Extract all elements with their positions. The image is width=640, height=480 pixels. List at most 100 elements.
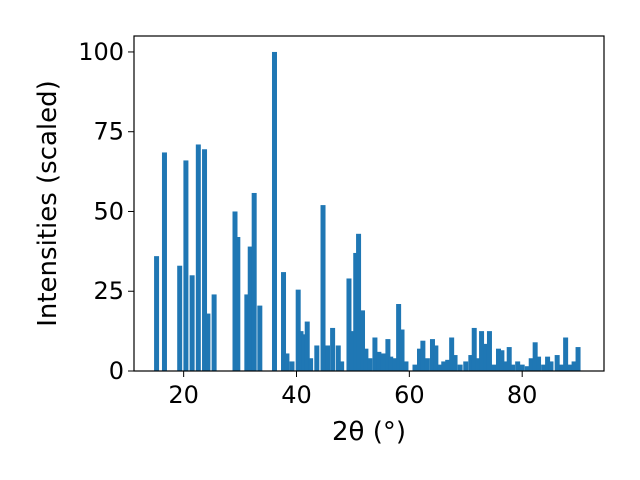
bar bbox=[554, 355, 560, 371]
bar bbox=[495, 348, 501, 371]
bar bbox=[346, 278, 352, 371]
bar bbox=[545, 356, 551, 371]
bar bbox=[211, 294, 217, 371]
bar bbox=[289, 361, 295, 371]
bar bbox=[541, 364, 547, 371]
x-tick-label: 80 bbox=[507, 381, 538, 409]
bar bbox=[339, 361, 345, 371]
bar bbox=[463, 361, 469, 371]
bar bbox=[392, 358, 398, 371]
bar bbox=[399, 329, 405, 371]
bar bbox=[412, 364, 418, 371]
bar bbox=[235, 237, 241, 371]
bar bbox=[247, 246, 253, 371]
bar bbox=[532, 342, 538, 371]
bar bbox=[314, 345, 320, 371]
bar bbox=[445, 359, 451, 371]
bar bbox=[380, 353, 386, 371]
bar bbox=[232, 211, 238, 371]
bar bbox=[295, 289, 301, 371]
bar bbox=[335, 345, 341, 371]
bar bbox=[367, 358, 373, 371]
bar bbox=[363, 348, 369, 371]
bar bbox=[195, 144, 201, 371]
bar bbox=[515, 361, 521, 371]
y-axis-label: Intensities (scaled) bbox=[33, 80, 63, 327]
bar bbox=[449, 337, 455, 371]
bar bbox=[385, 339, 391, 371]
bar bbox=[486, 331, 492, 371]
plot-frame bbox=[133, 35, 605, 372]
bar bbox=[457, 364, 463, 371]
bar bbox=[475, 358, 481, 371]
x-tick-label: 40 bbox=[281, 381, 312, 409]
bar bbox=[325, 345, 331, 371]
bar bbox=[437, 364, 443, 371]
y-tick-label: 75 bbox=[93, 118, 124, 146]
bar bbox=[563, 337, 569, 371]
bar bbox=[503, 361, 509, 371]
bar bbox=[499, 350, 505, 371]
bar bbox=[429, 339, 435, 371]
bar bbox=[528, 358, 534, 371]
y-tick-label: 50 bbox=[93, 197, 124, 225]
bar bbox=[244, 294, 250, 371]
x-tick-label: 20 bbox=[168, 381, 199, 409]
bar bbox=[567, 364, 573, 371]
bar bbox=[571, 361, 577, 371]
bar bbox=[376, 351, 382, 371]
bar bbox=[308, 358, 314, 371]
y-tick-label: 25 bbox=[93, 277, 124, 305]
bar bbox=[506, 347, 512, 371]
bar bbox=[491, 364, 497, 371]
bar bbox=[471, 327, 477, 371]
bar bbox=[559, 364, 565, 371]
bar bbox=[353, 252, 359, 371]
y-axis-ticks: 0 25 50 75 100 bbox=[78, 38, 134, 385]
bars-group bbox=[154, 51, 581, 371]
bar bbox=[433, 345, 439, 371]
bar bbox=[349, 331, 355, 371]
bar bbox=[301, 334, 307, 371]
bar bbox=[424, 358, 430, 371]
bar bbox=[189, 275, 195, 371]
x-tick-label: 60 bbox=[394, 381, 425, 409]
bar bbox=[356, 233, 362, 371]
bar bbox=[575, 347, 581, 371]
bar bbox=[396, 304, 402, 371]
bar bbox=[281, 272, 287, 371]
bar bbox=[304, 321, 310, 371]
bar bbox=[479, 331, 485, 371]
bar bbox=[205, 313, 211, 371]
x-axis-label: 2θ (°) bbox=[332, 417, 406, 447]
y-tick-label: 100 bbox=[78, 38, 124, 66]
bar bbox=[403, 361, 409, 371]
bar bbox=[548, 361, 554, 371]
bar bbox=[183, 160, 189, 371]
bar bbox=[271, 51, 277, 371]
bar bbox=[360, 310, 366, 371]
bar bbox=[161, 152, 167, 371]
bar bbox=[519, 364, 525, 371]
bar bbox=[417, 348, 422, 371]
bar bbox=[452, 355, 458, 371]
bar bbox=[251, 192, 257, 371]
bar bbox=[536, 356, 542, 371]
bar bbox=[524, 366, 530, 371]
bar bbox=[257, 305, 263, 371]
x-axis-ticks: 20 40 60 80 bbox=[168, 371, 537, 409]
bar bbox=[372, 337, 378, 371]
bar bbox=[483, 343, 489, 371]
bar bbox=[154, 256, 160, 371]
y-tick-label: 0 bbox=[109, 357, 124, 385]
bar bbox=[202, 149, 208, 371]
bar bbox=[388, 356, 394, 371]
bar bbox=[177, 265, 183, 371]
bar bbox=[510, 364, 516, 371]
bar bbox=[298, 331, 304, 371]
bar bbox=[330, 327, 336, 371]
bar bbox=[284, 353, 290, 371]
bar bbox=[468, 355, 474, 371]
bar bbox=[441, 361, 447, 371]
